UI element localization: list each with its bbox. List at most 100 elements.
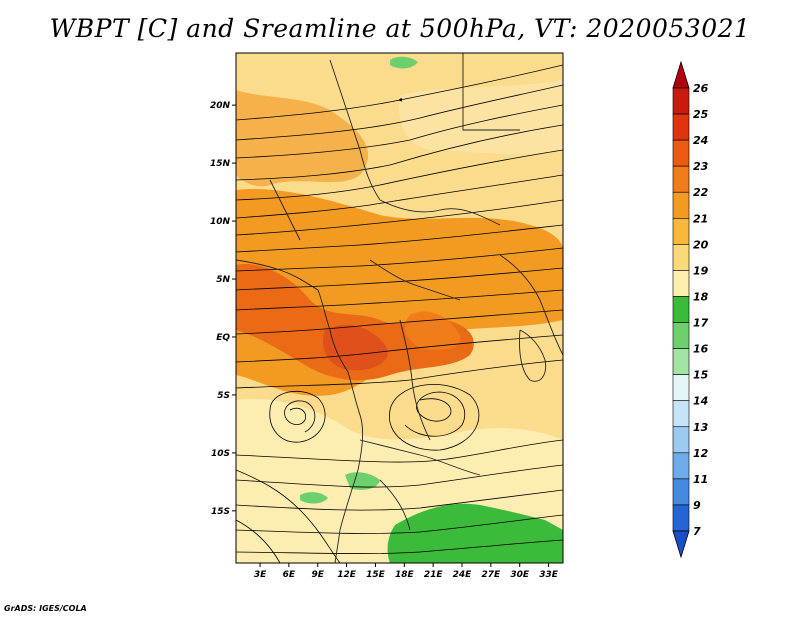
lat-tick-label: 5N — [216, 275, 230, 285]
map-frame — [235, 52, 564, 564]
border — [329, 59, 381, 201]
colorbar-segment — [672, 139, 690, 167]
streamline — [236, 309, 563, 335]
colorbar-label: 17 — [693, 317, 709, 330]
latitude-axis: 20N 15N 10N 5N EQ 5S 10S 15S — [210, 101, 236, 517]
border — [379, 199, 501, 226]
lon-tick-label: 24E — [453, 570, 473, 580]
streamline — [236, 359, 563, 389]
lat-tick-label: 15N — [210, 159, 231, 169]
streamline — [236, 439, 563, 463]
colorbar-label: 24 — [693, 134, 708, 147]
streamline — [236, 539, 563, 554]
colorbar-label: 13 — [693, 421, 709, 434]
wbpt-green-mid — [345, 472, 380, 490]
vortex-east — [404, 391, 466, 437]
coastlines-borders — [236, 53, 563, 563]
colorbar-label: 16 — [693, 343, 709, 356]
lon-tick-label: 9E — [312, 570, 325, 580]
border — [359, 439, 481, 476]
colorbar-segment — [672, 87, 690, 115]
streamline — [236, 104, 563, 159]
streamline — [236, 289, 563, 311]
colorbar-label: 21 — [693, 212, 708, 225]
wbpt-green-south — [387, 503, 563, 563]
colorbar: 26 25 24 23 22 21 20 19 18 17 16 15 14 13 12 11 9 7 — [672, 60, 709, 559]
map-plot-area — [236, 53, 563, 563]
streamline — [236, 84, 563, 141]
border — [369, 259, 461, 301]
streamline — [236, 464, 563, 488]
colorbar-label: 19 — [693, 264, 709, 277]
colorbar-segment — [672, 374, 690, 402]
colorbar-segment — [672, 217, 690, 245]
colorbar-segment — [672, 296, 690, 323]
colorbar-label: 26 — [693, 82, 709, 95]
streamline — [236, 64, 563, 121]
colorbar-label: 7 — [693, 525, 701, 538]
lat-tick-label: 10S — [211, 449, 230, 459]
streamline — [236, 334, 563, 363]
streamline — [236, 224, 563, 253]
lon-tick-label: 30E — [510, 570, 530, 580]
colorbar-segment — [672, 426, 690, 454]
lon-tick-label: 15E — [366, 570, 386, 580]
streamline — [236, 267, 563, 291]
colorbar-segment — [672, 348, 690, 375]
lat-tick-label: 5S — [217, 391, 230, 401]
lon-tick-label: 3E — [254, 570, 267, 580]
lake-coast — [519, 329, 547, 382]
lon-tick-label: 21E — [424, 570, 444, 580]
lon-tick-label: 6E — [283, 570, 296, 580]
colorbar-label: 25 — [693, 108, 709, 121]
streamlines — [236, 64, 563, 563]
border — [269, 179, 301, 241]
colorbar-segment — [672, 270, 690, 297]
colorbar-label: 14 — [693, 395, 708, 408]
colorbar-segment — [672, 165, 690, 193]
lon-tick-label: 18E — [395, 570, 415, 580]
streamline — [236, 199, 563, 236]
colorbar-label: 11 — [693, 473, 708, 486]
longitude-axis: 3E 6E 9E 12E 15E 18E 21E 24E 27E 30E 33E — [254, 563, 559, 580]
border — [379, 479, 411, 531]
wbpt-green-west — [300, 492, 328, 504]
colorbar-segment — [672, 400, 690, 428]
credit-text: GrADS: IGES/COLA — [4, 604, 87, 613]
border — [462, 53, 520, 131]
map-title: WBPT [C] and Sreamline at 500hPa, VT: 20… — [49, 14, 751, 43]
streamline — [236, 247, 563, 272]
colorbar-segment — [672, 478, 690, 506]
colorbar-segment — [672, 113, 690, 141]
vortex-east-outer — [388, 383, 480, 451]
streamline — [236, 514, 563, 534]
colorbar-segment — [672, 504, 690, 532]
colorbar-label: 12 — [693, 447, 709, 460]
streamline — [236, 149, 563, 201]
streamline — [236, 489, 563, 511]
wbpt-core-deep — [322, 325, 388, 371]
lat-tick-label: 15S — [211, 507, 230, 517]
lat-tick-label: 20N — [210, 101, 231, 111]
wbpt-north-orange — [236, 90, 369, 187]
colorbar-segment — [672, 322, 690, 349]
colorbar-segment — [672, 191, 690, 219]
lon-tick-label: 27E — [482, 570, 502, 580]
vortex-west-outer — [269, 390, 326, 443]
colorbar-segment — [672, 452, 690, 480]
border — [499, 254, 563, 356]
streamline — [236, 469, 341, 563]
colorbar-label: 22 — [693, 186, 709, 199]
colorbar-label: 15 — [693, 369, 709, 382]
colorbar-label: 20 — [693, 238, 709, 251]
streamline — [236, 174, 563, 219]
colorbar-segment — [672, 244, 690, 271]
colorbar-label: 18 — [693, 290, 709, 303]
colorbar-bottom-arrow — [672, 530, 690, 559]
coastline-west — [236, 259, 364, 563]
lat-tick-label: 10N — [210, 217, 231, 227]
streamline — [236, 124, 563, 181]
lat-tick-label: EQ — [216, 333, 230, 343]
wbpt-north-light — [398, 80, 563, 155]
